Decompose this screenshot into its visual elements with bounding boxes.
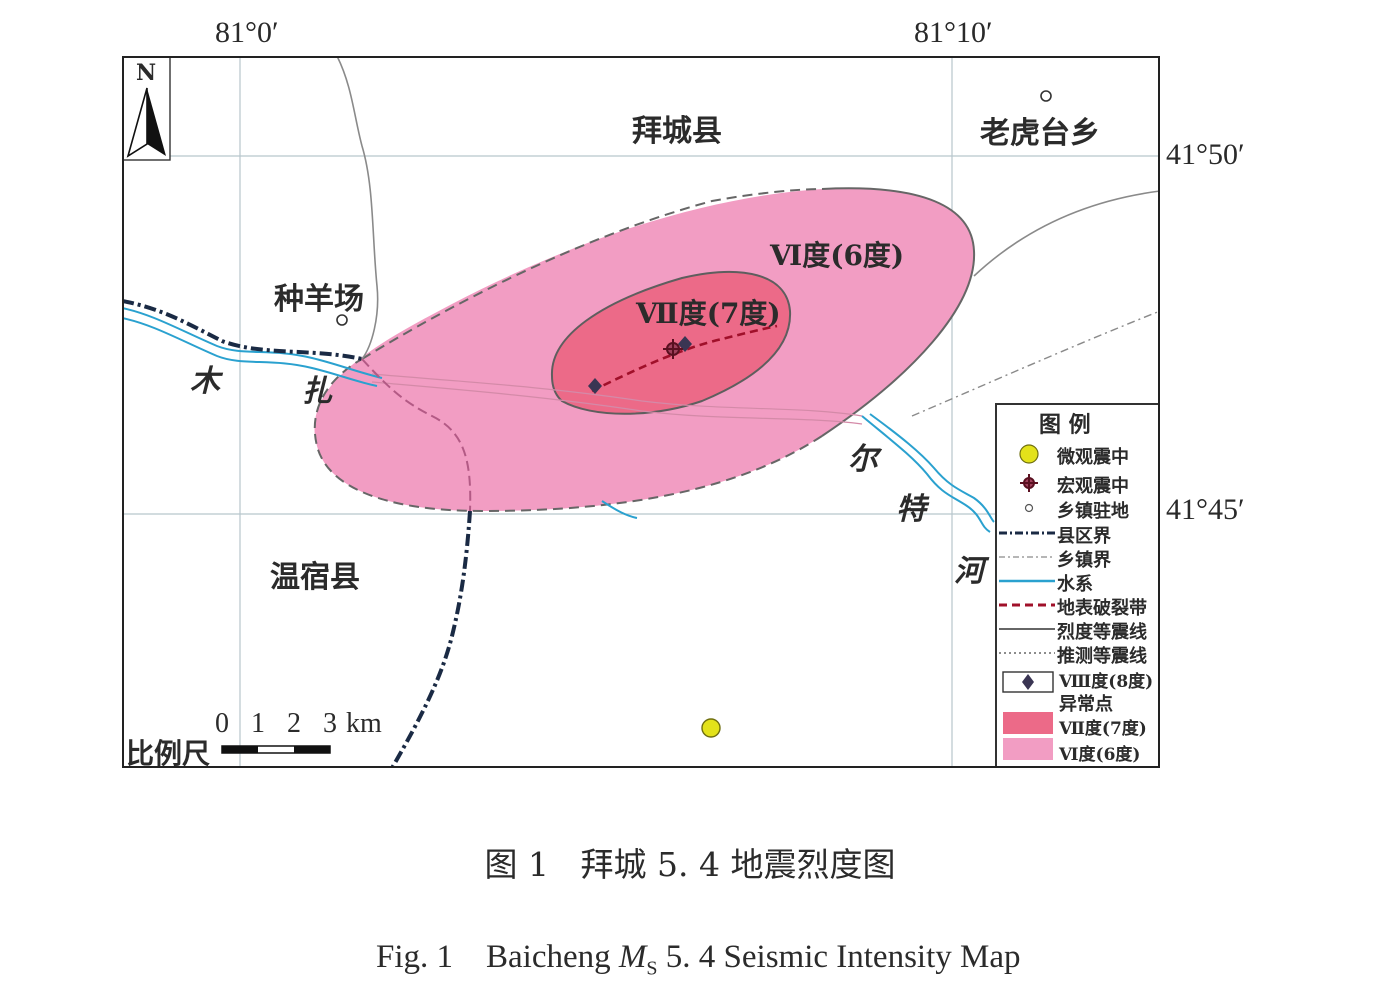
river-char-4: 特 — [896, 492, 926, 527]
legend-title: 图 例 — [1039, 413, 1091, 438]
graticule — [122, 56, 1160, 768]
legend-vii: Ⅶ度(7度) — [1059, 719, 1147, 739]
legend-township-boundary: 乡镇界 — [1057, 550, 1111, 571]
scale-title: 比例尺 — [126, 737, 211, 768]
legend-isoseismal: 烈度等震线 — [1057, 622, 1147, 643]
legend-inferred-isoseismal: 推测等震线 — [1057, 646, 1147, 667]
county-boundary — [122, 299, 363, 361]
river-char-3: 尔 — [848, 442, 878, 477]
county-boundary-south — [390, 510, 472, 768]
place-wensu: 温宿县 — [270, 560, 360, 595]
macro-epicenter — [663, 339, 683, 359]
legend-water: 水系 — [1057, 574, 1093, 595]
township-boundaries — [336, 56, 1160, 360]
place-zhongyangchang: 种羊场 — [274, 282, 364, 317]
legend-symbols — [999, 444, 1055, 760]
north-arrow — [122, 56, 171, 161]
scale-tick-0: 0 — [215, 708, 229, 739]
longitude-label-81-10: 81°10′ — [914, 16, 993, 49]
legend-macro-epicenter: 宏观震中 — [1057, 476, 1129, 497]
caption-en-sub: S — [646, 957, 658, 980]
river-char-2: 扎 — [302, 374, 332, 409]
muzhaerte-river — [122, 307, 995, 533]
longitude-label-81-0: 81°0′ — [215, 16, 279, 49]
caption-en-prefix: Fig. 1 Baicheng — [376, 939, 619, 975]
legend-anomaly-line2: 异常点 — [1059, 694, 1113, 715]
caption-en-m: M — [618, 939, 647, 975]
caption-english: Fig. 1 Baicheng MS 5. 4 Seismic Intensit… — [0, 902, 1380, 981]
scale-tick-2: 2 — [287, 708, 301, 739]
place-laohutai: 老虎台乡 — [980, 116, 1100, 151]
scale-tick-3: 3 — [323, 708, 337, 739]
latitude-label-41-45: 41°45′ — [1166, 493, 1245, 526]
micro-epicenter — [701, 718, 721, 738]
caption-en-suffix: 5. 4 Seismic Intensity Map — [657, 939, 1021, 975]
scale-bar — [221, 745, 331, 754]
caption-chinese: 图 1 拜城 5. 4 地震烈度图 — [484, 845, 896, 884]
inferred-isoseismal-vi-lower — [313, 358, 823, 513]
county-boundary-in-zone — [361, 358, 472, 512]
legend-micro-epicenter: 微观震中 — [1057, 447, 1129, 468]
legend-anomaly-line1: Ⅷ度(8度) — [1059, 672, 1154, 692]
legend-town: 乡镇驻地 — [1057, 501, 1129, 522]
township-boundary-dashed — [911, 310, 1160, 417]
legend-vi: Ⅵ度(6度) — [1059, 745, 1141, 765]
town-marker-zhongyangchang — [336, 314, 348, 326]
map-frame: N 拜城县 老虎台乡 种羊场 温宿县 木 扎 尔 特 河 Ⅵ度(6度) Ⅶ度(7… — [122, 56, 1160, 768]
scale-tick-1: 1 — [251, 708, 265, 739]
isoseismal-vi — [821, 187, 976, 437]
zone-vii-label: Ⅶ度(7度) — [636, 297, 781, 330]
legend: 图 例 微观震中 宏观震中 乡镇驻地 县区界 乡镇界 水系 地表破裂带 烈度等震… — [995, 403, 1160, 768]
river-char-1: 木 — [190, 364, 220, 399]
anomaly-point-1 — [588, 378, 602, 394]
inferred-isoseismal-vi-upper — [361, 188, 823, 360]
map-canvas — [122, 56, 1160, 768]
place-baicheng: 拜城县 — [632, 114, 722, 149]
legend-rupture: 地表破裂带 — [1057, 598, 1147, 619]
zone-vi-label: Ⅵ度(6度) — [770, 239, 905, 272]
scale-unit: km — [346, 708, 382, 739]
legend-county-boundary: 县区界 — [1057, 526, 1111, 547]
latitude-label-41-50: 41°50′ — [1166, 138, 1245, 171]
town-marker-laohutai — [1040, 90, 1052, 102]
river-char-5: 河 — [954, 554, 984, 589]
north-label: N — [136, 60, 157, 86]
